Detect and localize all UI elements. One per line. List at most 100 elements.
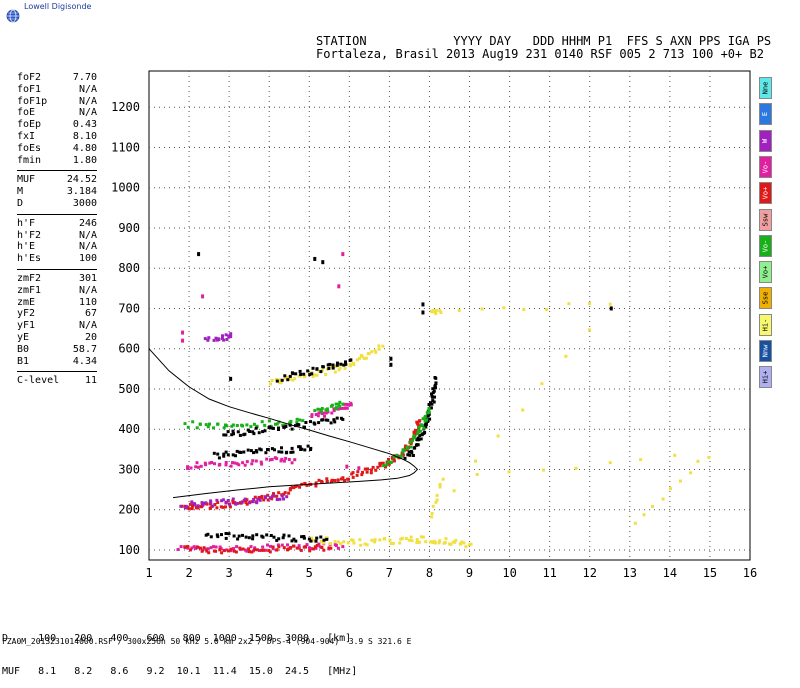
trace-point — [475, 473, 479, 476]
trace-point — [186, 545, 190, 548]
trace-point — [334, 544, 338, 547]
trace-point — [351, 538, 355, 542]
trace-point — [268, 550, 272, 554]
trace-point — [253, 548, 257, 552]
param-row: zmF2 301 — [17, 273, 97, 285]
trace-point — [542, 468, 545, 472]
trace-point — [381, 344, 385, 348]
legend-button[interactable]: E — [759, 103, 772, 126]
legend-button[interactable]: Sse — [759, 287, 772, 310]
trace-point — [421, 302, 425, 307]
legend-button-label: Hi- — [761, 318, 770, 332]
header-columns: STATION YYYY DAY DDD HHHM P1 FFS S AXN P… — [316, 34, 772, 48]
trace-point — [179, 545, 183, 549]
trace-point — [199, 464, 203, 468]
legend-button[interactable]: Vo- — [759, 234, 772, 257]
trace-point — [416, 436, 420, 440]
trace-point — [291, 450, 295, 454]
trace-point — [341, 476, 345, 480]
trace-point — [351, 471, 355, 475]
legend-button-label: Sse — [761, 292, 770, 305]
trace-point — [502, 306, 506, 310]
param-row: yF1 N/A — [17, 320, 97, 332]
trace-point — [588, 302, 592, 306]
trace-point — [332, 418, 336, 422]
param-label: foF1 — [17, 83, 42, 95]
trace-point — [277, 491, 281, 495]
trace-point — [212, 426, 215, 430]
trace-point — [331, 363, 335, 367]
trace-point — [253, 546, 257, 550]
trace-point — [359, 543, 363, 547]
legend-button[interactable]: Vo+ — [759, 182, 772, 205]
trace-point — [290, 371, 294, 375]
trace-point — [362, 356, 366, 360]
trace-point — [337, 368, 341, 372]
trace-point — [361, 470, 364, 474]
trace-point — [292, 537, 296, 541]
param-label: B0 — [17, 343, 30, 355]
trace-point — [227, 532, 231, 536]
trace-point — [673, 453, 677, 457]
trace-point — [427, 407, 431, 411]
trace-point — [255, 450, 259, 454]
trace-point — [260, 548, 264, 552]
trace-point — [285, 495, 289, 499]
trace-point — [336, 407, 340, 411]
legend-button[interactable]: Nne — [759, 77, 772, 99]
trace-point — [454, 538, 458, 542]
muf-row: MUF 8.1 8.2 8.6 9.2 10.1 11.4 15.0 24.5 … — [2, 666, 358, 677]
param-row: foF1p N/A — [17, 96, 97, 108]
trace-point — [405, 445, 409, 449]
trace-point — [417, 425, 421, 429]
trace-point — [283, 376, 287, 380]
legend-button[interactable]: Ssw — [759, 208, 772, 231]
trace-point — [395, 453, 399, 457]
legend-button[interactable]: W — [759, 129, 772, 152]
trace-point — [209, 501, 213, 505]
parameter-panel: foF2 7.70 foF1 N/A foF1p N/A foE N/A foEp 0.43 fxI… — [17, 72, 97, 387]
trace-point — [289, 546, 293, 550]
trace-point — [217, 338, 221, 341]
legend-button[interactable]: Vo- — [759, 155, 772, 178]
y-tick-label: 200 — [118, 503, 140, 517]
param-label: D — [17, 197, 24, 209]
trace-point — [412, 434, 416, 438]
trace-point — [290, 486, 294, 490]
trace-point — [186, 467, 190, 470]
trace-point — [183, 422, 187, 426]
trace-point — [234, 550, 238, 554]
trace-point — [278, 497, 282, 501]
trace-point — [295, 417, 299, 421]
trace-point — [324, 418, 328, 422]
trace-point — [246, 448, 250, 452]
param-label: fmin — [17, 154, 42, 166]
trace-point — [409, 438, 413, 442]
param-value: 246 — [78, 217, 97, 229]
param-value: 58.7 — [72, 343, 97, 355]
trace-point — [416, 421, 420, 425]
legend-button[interactable]: Hi- — [759, 313, 772, 336]
trace-point — [336, 361, 339, 365]
trace-point — [310, 536, 314, 540]
trace-point — [275, 548, 279, 552]
trace-point — [433, 384, 437, 387]
trace-point — [233, 501, 237, 505]
param-label: foE — [17, 107, 36, 119]
trace-point — [427, 403, 431, 406]
legend-button[interactable]: Vo+ — [759, 261, 772, 284]
legend-button-label: Vo+ — [761, 265, 770, 279]
legend-button[interactable]: Hi+ — [759, 366, 772, 389]
trace-point — [377, 344, 381, 348]
trace-point — [219, 505, 223, 509]
param-row: yF2 67 — [17, 308, 97, 320]
param-value: 100 — [78, 253, 97, 265]
trace-point — [315, 536, 319, 540]
trace-point — [324, 373, 328, 376]
trace-point — [183, 545, 187, 549]
legend-button[interactable]: Nnw — [759, 340, 772, 362]
trace-point — [426, 414, 430, 418]
trace-point — [331, 366, 335, 370]
trace-point — [317, 369, 321, 373]
trace-point — [305, 543, 309, 547]
